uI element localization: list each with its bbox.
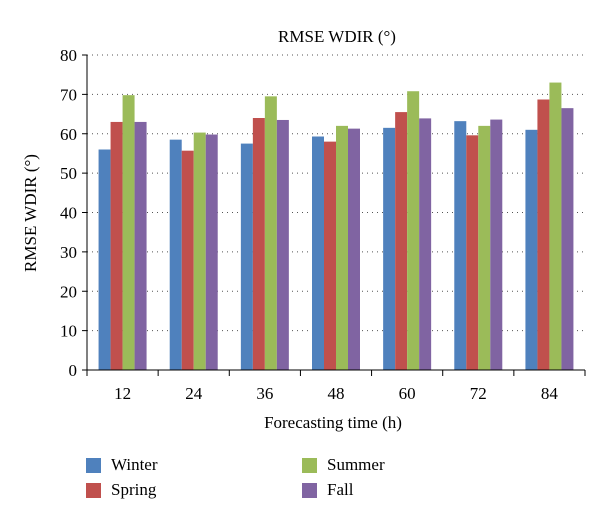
bar-fall-36: [276, 119, 289, 370]
y-tick-label: 20: [60, 282, 77, 301]
bar-winter-48: [312, 136, 324, 370]
bar-summer-12: [122, 95, 135, 370]
y-tick-label: 60: [60, 125, 77, 144]
bar-winter-12: [98, 149, 111, 370]
bar-winter-60: [383, 127, 396, 370]
bar-winter-84: [525, 129, 538, 370]
y-axis-ticks: 0 10 20 30 40 50 60 70 80: [60, 46, 87, 380]
bar-summer-36: [264, 96, 277, 370]
x-tick-label: 60: [399, 384, 416, 403]
y-tick-label: 40: [60, 204, 77, 223]
y-tick-label: 10: [60, 322, 77, 341]
bar-fall-84: [561, 108, 574, 370]
bar-spring-12: [110, 121, 123, 370]
bar-spring-72: [466, 135, 479, 370]
x-tick-label: 84: [541, 384, 559, 403]
bar-winter-24: [169, 139, 182, 370]
bar-fall-24: [205, 134, 218, 370]
bars: [98, 82, 574, 371]
bar-spring-84: [537, 99, 550, 371]
bar-summer-84: [549, 82, 562, 370]
bar-fall-60: [419, 118, 432, 370]
y-tick-label: 30: [60, 243, 77, 262]
x-tick-label: 12: [114, 384, 131, 403]
y-tick-label: 80: [60, 46, 77, 65]
bar-spring-24: [181, 150, 194, 370]
x-tick-label: 36: [256, 384, 273, 403]
x-axis-label: Forecasting time (h): [264, 413, 402, 432]
bar-summer-48: [336, 125, 348, 370]
bar-winter-72: [454, 121, 467, 371]
bar-spring-48: [324, 141, 336, 370]
chart-title: RMSE WDIR (°): [278, 27, 396, 46]
bar-summer-72: [478, 125, 491, 370]
y-tick-label: 70: [60, 85, 77, 104]
bar-spring-60: [395, 112, 408, 370]
bar-fall-48: [348, 128, 360, 370]
bar-fall-72: [490, 119, 503, 370]
bar-summer-60: [407, 91, 420, 370]
bar-spring-36: [252, 118, 265, 370]
bar-winter-36: [240, 143, 253, 370]
x-tick-label: 72: [470, 384, 487, 403]
x-tick-label: 48: [328, 384, 345, 403]
bar-summer-24: [193, 132, 206, 370]
bar-fall-12: [134, 121, 147, 370]
x-tick-label: 24: [185, 384, 203, 403]
x-axis-ticks: 12 24 36 48 60 72 84: [86, 370, 586, 403]
y-axis-label: RMSE WDIR (°): [21, 154, 40, 272]
y-tick-label: 50: [60, 164, 77, 183]
y-tick-label: 0: [69, 361, 78, 380]
